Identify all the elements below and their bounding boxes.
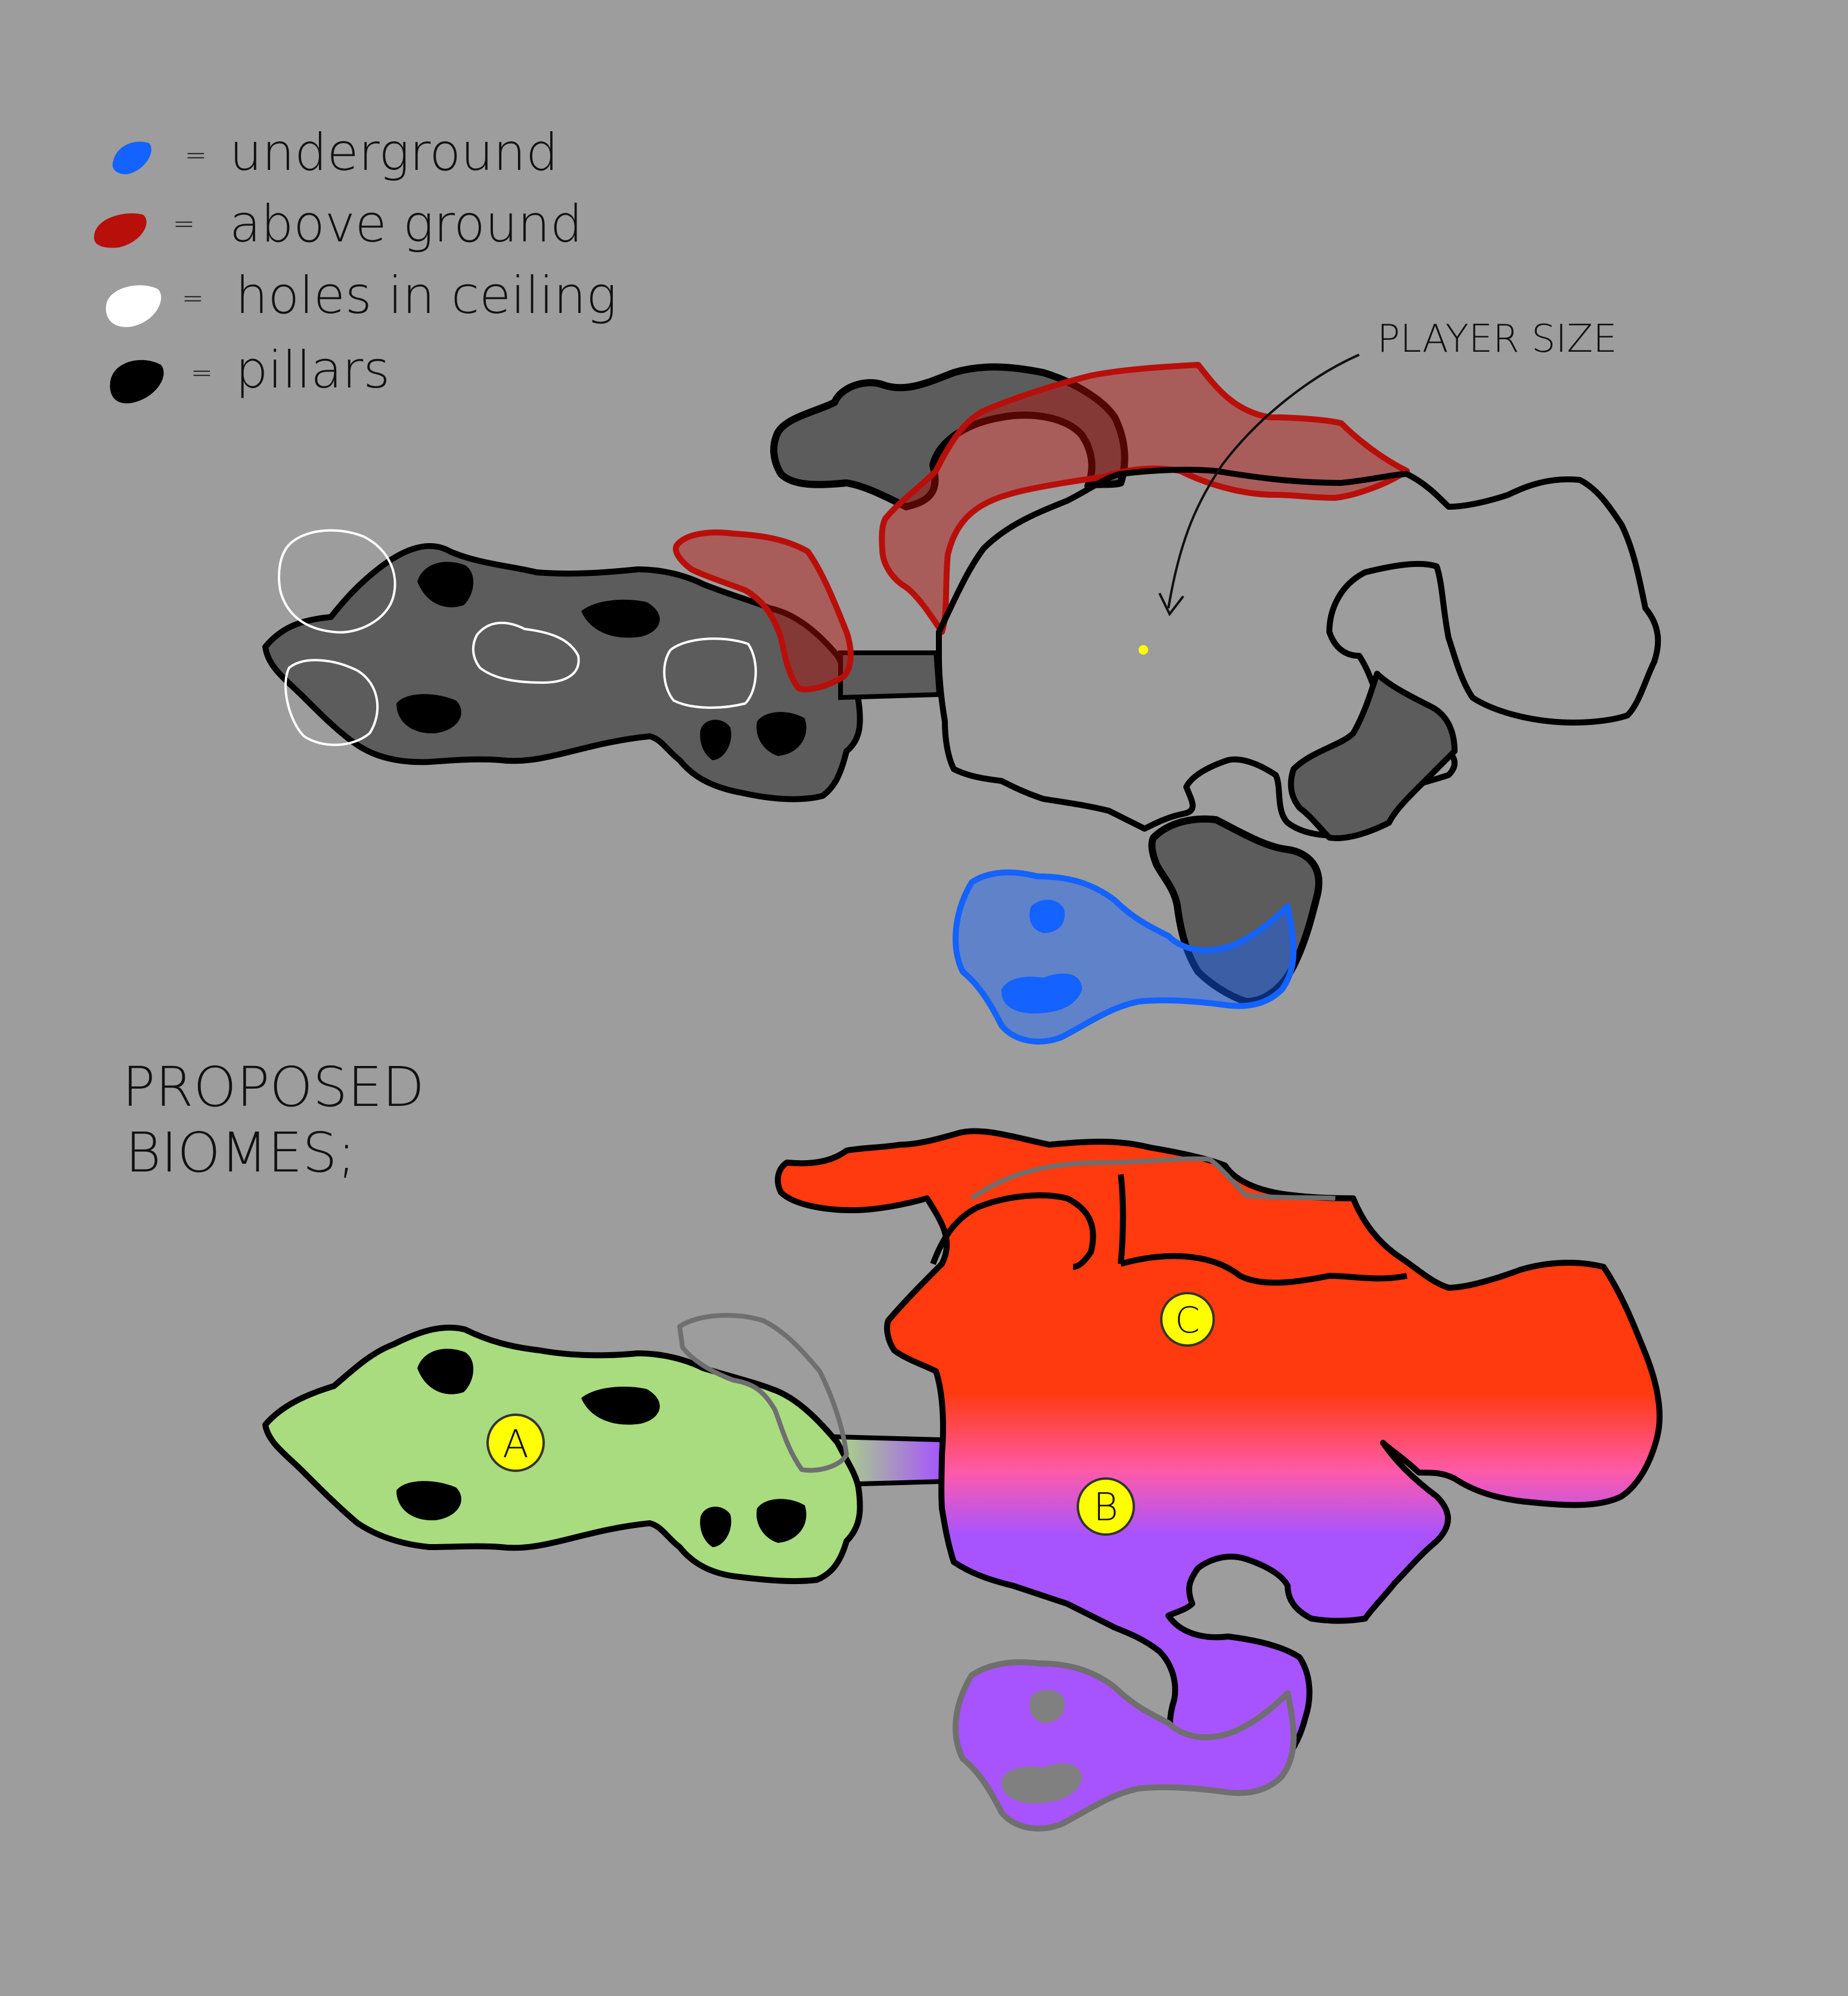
legend-equals: =: [182, 283, 204, 314]
legend-swatch-underground: [112, 141, 151, 175]
player-size-arrowhead: [1158, 593, 1185, 616]
biome-marker-b: B: [1077, 1477, 1135, 1536]
biome-marker-b-label: B: [1093, 1486, 1118, 1530]
ceiling-hole: [278, 529, 396, 634]
biome-marker-b-circle: [1077, 1477, 1135, 1536]
biome-marker-a-circle: [486, 1414, 545, 1472]
pillar: [417, 1349, 474, 1394]
biome-map: A B C: [262, 1128, 1663, 1831]
ceiling-hole: [472, 621, 580, 684]
biome-a-area: [262, 1324, 863, 1585]
legend-label-holes: holes in ceiling: [235, 266, 617, 326]
biome-a-upper-outline: [677, 1313, 849, 1473]
area-central-outline: [936, 466, 1661, 839]
corridor-west: [838, 650, 942, 701]
pillar: [700, 720, 731, 760]
legend-item-underground: = underground: [112, 123, 559, 182]
player-size-label: PLAYER SIZE: [1377, 317, 1617, 361]
pillar: [700, 1507, 731, 1547]
pillar: [581, 1386, 660, 1425]
biome-marker-c-label: C: [1175, 1300, 1200, 1341]
pillar: [756, 712, 807, 756]
pillar: [417, 562, 474, 608]
biome-marker-c: C: [1160, 1292, 1215, 1347]
biome-c-inner-outline: [970, 1156, 1336, 1201]
area-east-dark: [1288, 671, 1458, 841]
legend-item-above-ground: = above ground: [94, 194, 582, 254]
pillar: [396, 1481, 461, 1521]
above-ground-west: [672, 529, 854, 693]
pillar: [1029, 1690, 1065, 1723]
above-ground-north: [879, 362, 1410, 635]
legend-item-pillars: = pillars: [110, 340, 390, 404]
area-north-dark: [770, 363, 1128, 510]
section-title-line2: BIOMES;: [125, 1121, 356, 1185]
section-title-line1: PROPOSED: [122, 1055, 424, 1119]
ceiling-holes: [278, 529, 757, 746]
legend: = underground = above ground = holes in …: [94, 123, 617, 404]
biome-bc-area: [774, 1128, 1663, 1787]
pillar: [1029, 900, 1065, 933]
biome-c-inner-outline: [1118, 1174, 1126, 1264]
biome-a-pillars: [396, 1349, 807, 1547]
pillar: [756, 1499, 807, 1543]
section-title: PROPOSED BIOMES;: [122, 1055, 424, 1185]
player-size-arrow: [1167, 354, 1360, 609]
biome-marker-a: A: [486, 1414, 545, 1472]
legend-item-holes: = holes in ceiling: [106, 266, 617, 327]
legend-equals: =: [173, 209, 195, 239]
pillar: [581, 599, 660, 638]
biome-marker-c-circle: [1160, 1292, 1215, 1347]
legend-swatch-pillars: [110, 359, 164, 404]
legend-label-pillars: pillars: [235, 340, 390, 400]
player-size-marker: [1139, 645, 1148, 655]
ceiling-hole: [663, 637, 757, 709]
legend-swatch-above-ground: [94, 213, 147, 248]
pillar: [1001, 1763, 1082, 1803]
pillars: [396, 562, 807, 760]
biome-marker-a-label: A: [503, 1422, 529, 1467]
legend-label-underground: underground: [230, 123, 559, 182]
legend-equals: =: [191, 358, 213, 388]
biome-c-inner-outline: [1120, 1253, 1407, 1286]
legend-label-above-ground: above ground: [230, 194, 582, 254]
biome-c-inner-outline: [930, 1192, 1096, 1270]
pillar: [1001, 973, 1082, 1014]
legend-equals: =: [185, 140, 207, 171]
top-map: PLAYER SIZE: [262, 317, 1661, 1045]
legend-swatch-holes: [106, 285, 162, 327]
ceiling-hole: [284, 659, 379, 746]
pillar: [396, 694, 461, 734]
